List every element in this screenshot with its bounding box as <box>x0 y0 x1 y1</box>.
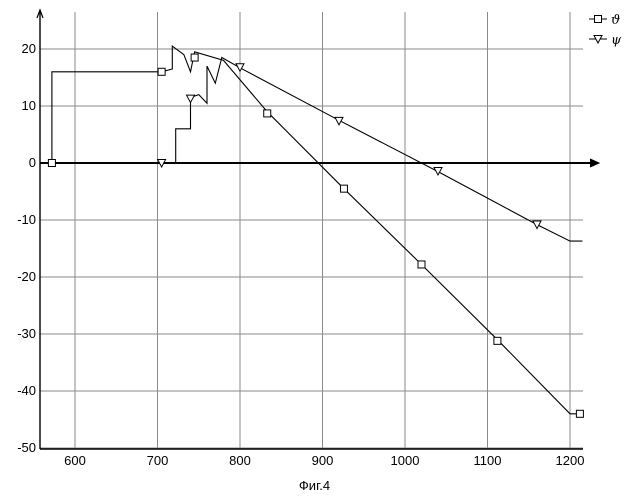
series-1-point <box>191 54 198 61</box>
x-tick-label: 900 <box>312 453 334 468</box>
series-1-point <box>158 68 165 75</box>
x-tick-label: 1200 <box>556 453 585 468</box>
series-2-point <box>434 167 442 175</box>
y-tick-label: 20 <box>22 41 36 56</box>
series-1-point <box>418 261 425 268</box>
figure-caption: Фиг.4 <box>0 478 629 493</box>
x-tick-label: 1000 <box>391 453 420 468</box>
series-1-point <box>340 185 347 192</box>
y-tick-label: 10 <box>22 98 36 113</box>
series-1-point <box>576 410 583 417</box>
y-tick-label: -30 <box>17 326 36 341</box>
line-chart: 600 700 800 900 1000 1100 1200 -50 -40 -30 -20 -10 0… <box>0 0 629 480</box>
series-2-point <box>236 64 244 71</box>
y-tick-label: -50 <box>17 440 36 455</box>
x-tick-label: 600 <box>64 453 86 468</box>
series-2-point <box>533 221 541 229</box>
legend-marker-1 <box>595 16 602 23</box>
legend-label-1: ϑ <box>611 13 620 28</box>
y-tick-label: -40 <box>17 383 36 398</box>
x-tick-label: 1100 <box>474 453 502 468</box>
series-line-1 <box>52 46 583 414</box>
zero-axis-arrow <box>590 159 599 167</box>
series-1-point <box>48 160 55 167</box>
series-1-point <box>264 110 271 117</box>
series-line-2 <box>162 58 583 242</box>
y-tick-label: -20 <box>17 269 36 284</box>
series-2-point <box>187 95 195 103</box>
legend-label-2: ψ <box>611 33 622 48</box>
x-tick-label: 800 <box>229 453 251 468</box>
x-tick-label: 700 <box>147 453 169 468</box>
y-tick-label: -10 <box>17 212 36 227</box>
series-2-point <box>335 117 343 125</box>
series-1-point <box>494 337 501 344</box>
y-tick-label: 0 <box>29 155 36 170</box>
